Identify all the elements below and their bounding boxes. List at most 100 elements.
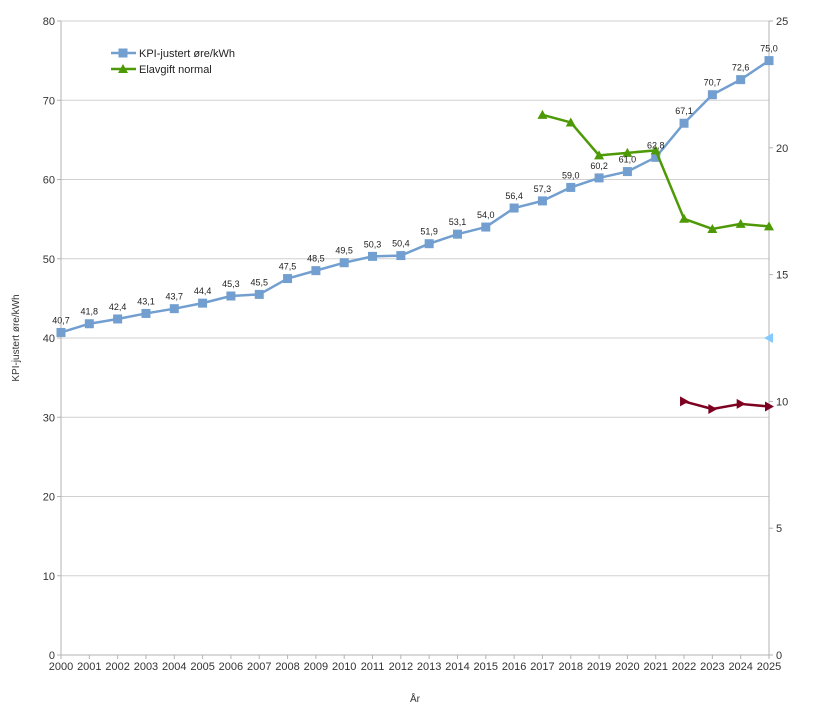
triangle-right-marker — [708, 404, 718, 415]
x-tick-label: 2022 — [672, 661, 696, 673]
series-3 — [764, 333, 773, 343]
square-marker — [56, 327, 66, 337]
gridlines — [61, 20, 769, 577]
y-tick-label: 70 — [43, 95, 55, 107]
data-label: 43,7 — [166, 292, 184, 302]
triangle-marker — [118, 64, 128, 73]
data-label: 57,3 — [534, 184, 552, 194]
square-marker — [169, 304, 179, 314]
x-tick-label: 2017 — [530, 661, 554, 673]
x-axis-title: År — [410, 692, 421, 705]
series-line — [60, 59, 770, 334]
square-marker — [339, 258, 349, 268]
square-marker — [679, 118, 689, 128]
x-tick-label: 2013 — [417, 661, 441, 673]
y2-tick-label: 25 — [776, 16, 788, 28]
square-marker — [481, 222, 491, 232]
y-tick-label: 20 — [43, 492, 55, 504]
triangle-left-marker — [764, 333, 773, 343]
square-marker — [509, 203, 519, 213]
square-marker — [84, 319, 94, 329]
square-marker — [452, 229, 462, 239]
square-marker — [113, 314, 123, 324]
series-layer — [56, 56, 774, 415]
data-label: 50,3 — [364, 239, 382, 249]
data-label: 48,5 — [307, 254, 325, 264]
legend-label: KPI-justert øre/kWh — [139, 48, 235, 60]
x-tick-label: 2008 — [275, 661, 299, 673]
y2-tick-label: 15 — [776, 270, 788, 282]
triangle-marker — [622, 147, 633, 157]
y-tick-label: 40 — [43, 333, 55, 345]
x-tick-label: 2000 — [49, 661, 73, 673]
data-labels: 40,7 41,8 42,4 43,1 43,7 44,4 45,3 45,5 47,5 48,5… — [52, 44, 778, 326]
x-tick-label: 2025 — [757, 661, 781, 673]
x-tick-label: 2018 — [559, 661, 583, 673]
square-marker — [537, 196, 547, 206]
data-label: 70,7 — [704, 78, 722, 88]
y-tick-label: 30 — [43, 412, 55, 424]
x-tick-label: 2003 — [134, 661, 158, 673]
triangle-marker — [650, 145, 661, 155]
square-marker — [254, 289, 264, 299]
data-label: 61,0 — [619, 155, 637, 165]
x-tick-label: 2024 — [728, 661, 752, 673]
square-marker — [118, 48, 128, 58]
triangle-right-marker — [765, 401, 774, 412]
square-marker — [764, 56, 774, 66]
square-marker — [594, 173, 604, 183]
square-marker — [368, 251, 378, 261]
square-marker — [283, 274, 293, 284]
triangle-marker — [679, 213, 690, 223]
legend: KPI-justert øre/kWh Elavgift normal — [111, 48, 235, 76]
y2-tick-label: 0 — [776, 650, 782, 662]
triangle-marker — [764, 221, 774, 231]
square-marker — [311, 266, 321, 276]
triangle-marker — [707, 223, 718, 233]
x-tick-label: 2005 — [190, 661, 214, 673]
triangle-marker — [594, 150, 605, 160]
triangle-right-marker — [680, 396, 690, 407]
square-marker — [707, 90, 717, 100]
triangle-marker — [565, 117, 576, 127]
y-tick-label: 50 — [43, 254, 55, 266]
legend-item: KPI-justert øre/kWh — [111, 48, 235, 60]
legend-label: Elavgift normal — [139, 64, 212, 76]
data-label: 40,7 — [52, 315, 70, 325]
x-tick-label: 2014 — [445, 661, 469, 673]
x-tick-label: 2002 — [105, 661, 129, 673]
x-tick-label: 2010 — [332, 661, 356, 673]
square-marker — [198, 298, 208, 308]
data-label: 42,4 — [109, 302, 127, 312]
x-tick-label: 2015 — [474, 661, 498, 673]
y2-tick-label: 5 — [776, 523, 782, 535]
triangle-right-marker — [736, 398, 746, 409]
x-tick-label: 2021 — [643, 661, 667, 673]
x-tick-label: 2020 — [615, 661, 639, 673]
x-tick-label: 2023 — [700, 661, 724, 673]
y2-tick-label: 10 — [776, 396, 788, 408]
x-tick-label: 2009 — [304, 661, 328, 673]
data-label: 54,0 — [477, 210, 495, 220]
y-tick-label: 80 — [43, 16, 55, 28]
x-tick-label: 2011 — [361, 661, 385, 673]
y-tick-label: 0 — [49, 650, 55, 662]
data-label: 51,9 — [420, 227, 438, 237]
triangle-marker — [735, 218, 746, 228]
square-marker — [226, 291, 236, 301]
x-tick-label: 2004 — [162, 661, 186, 673]
series-0 — [56, 56, 774, 337]
data-label: 75,0 — [760, 44, 778, 54]
x-tick-label: 2016 — [502, 661, 526, 673]
legend-item: Elavgift normal — [111, 64, 212, 76]
square-marker — [424, 239, 434, 249]
data-label: 50,4 — [392, 239, 410, 249]
y2-tick-label: 20 — [776, 143, 788, 155]
y-tick-label: 60 — [43, 175, 55, 187]
y-tick-label: 10 — [43, 571, 55, 583]
data-label: 60,2 — [590, 161, 608, 171]
square-marker — [622, 167, 632, 177]
square-marker — [651, 152, 661, 162]
